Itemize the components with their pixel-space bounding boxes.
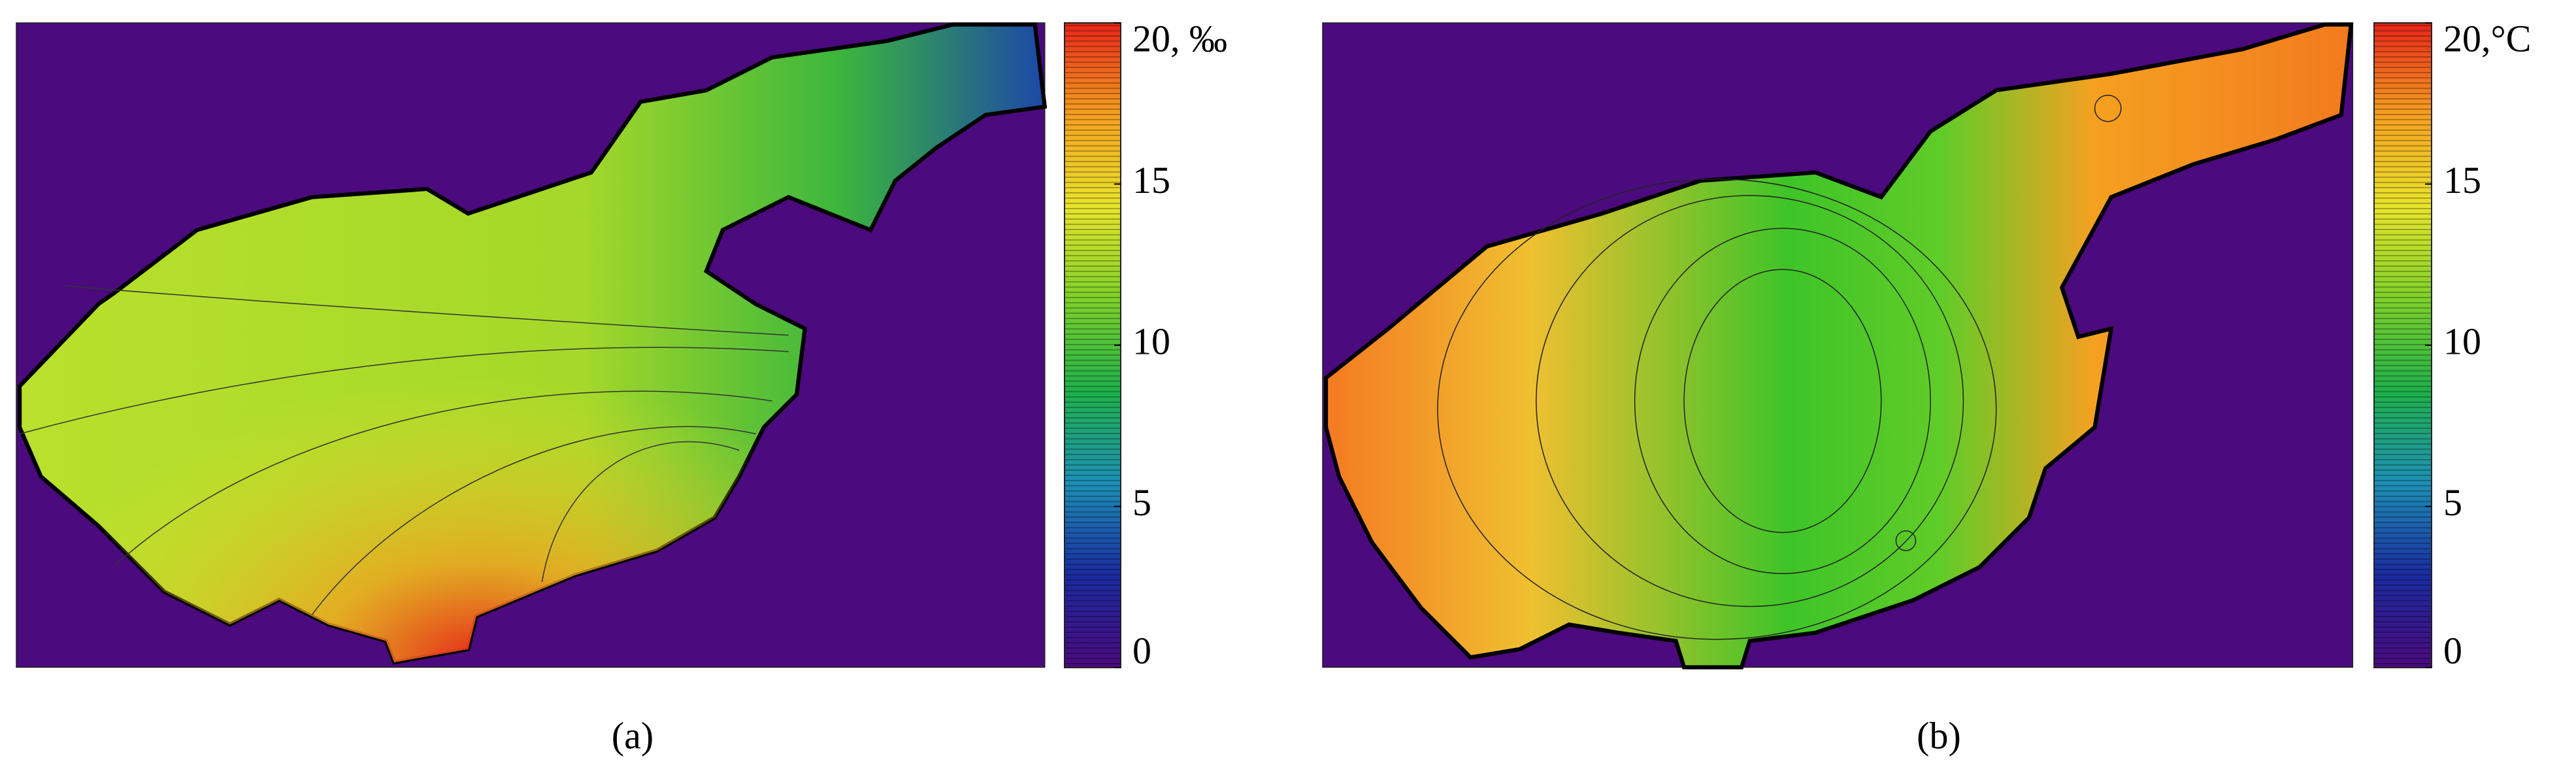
colorbar-levels [2373,22,2432,668]
colorbar-tick-label: 20, ‰ [1132,17,1227,60]
colorbar-tick-label: 15 [1132,159,1170,201]
map-a [16,22,1048,668]
colorbar-tick-label: 20,°C [2443,17,2531,60]
colorbar-tick-label: 15 [2443,159,2481,201]
colorbar-tick-label: 0 [2443,629,2462,672]
colorbar-levels [1064,22,1121,668]
colorbar-tick-label: 10 [1132,320,1170,362]
map-b [1322,22,2354,670]
panel-caption: (b) [1917,714,1961,757]
colorbar-tick-label: 5 [1132,481,1151,524]
colorbar-tick-label: 5 [2443,481,2462,524]
panel-caption: (a) [612,714,653,757]
colorbar-tick-label: 10 [2443,320,2481,362]
colorbar-tick-label: 0 [1132,629,1151,672]
